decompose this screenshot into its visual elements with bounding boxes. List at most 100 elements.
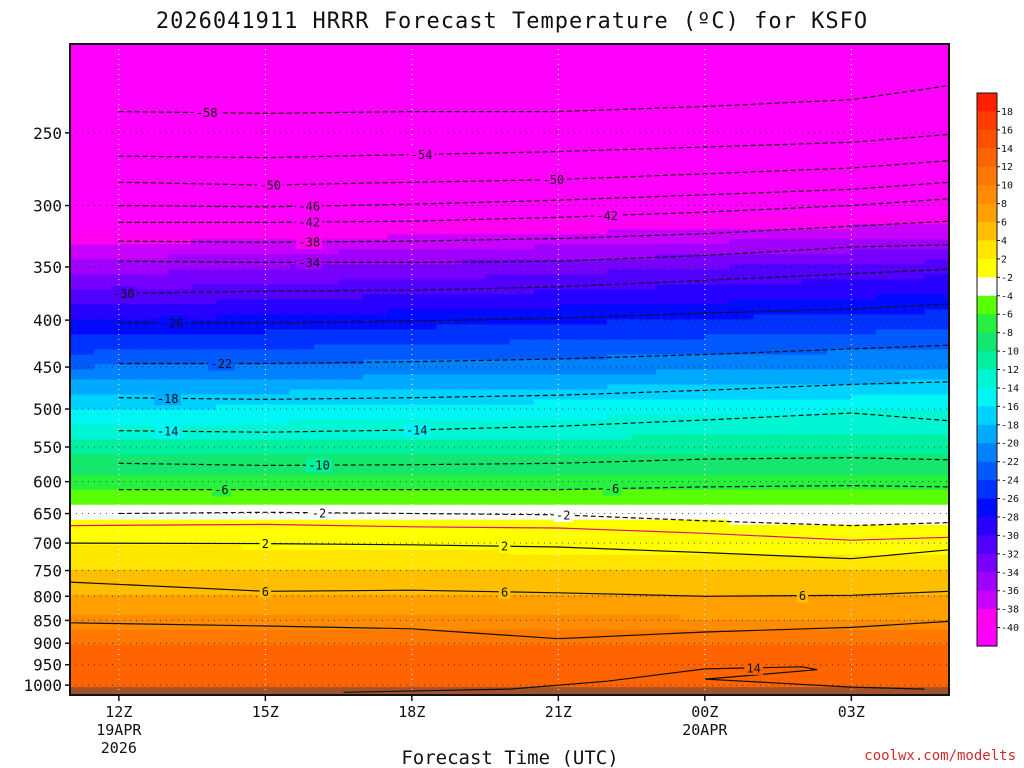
temperature-cell	[802, 154, 828, 160]
temperature-cell	[875, 639, 901, 646]
temperature-cell	[411, 409, 437, 416]
temperature-cell	[265, 74, 291, 80]
y-tick-label: 600	[33, 473, 62, 492]
temperature-cell	[729, 514, 755, 521]
temperature-cell	[338, 104, 364, 110]
temperature-cell	[240, 49, 267, 55]
temperature-cell	[631, 329, 657, 336]
temperature-cell	[436, 94, 462, 100]
temperature-cell	[460, 329, 486, 336]
temperature-cell	[240, 654, 267, 661]
temperature-cell	[411, 54, 437, 60]
temperature-cell	[94, 99, 120, 105]
temperature-cell	[558, 134, 584, 140]
temperature-cell	[509, 489, 535, 496]
temperature-cell	[240, 404, 267, 411]
temperature-cell	[167, 419, 193, 426]
temperature-cell	[753, 554, 779, 561]
temperature-cell	[900, 374, 926, 381]
temperature-cell	[826, 79, 853, 85]
temperature-cell	[900, 99, 926, 105]
temperature-cell	[802, 384, 828, 391]
temperature-cell	[363, 339, 389, 346]
temperature-cell	[314, 149, 340, 155]
temperature-cell	[70, 369, 96, 376]
temperature-cell	[509, 359, 535, 366]
temperature-cell	[753, 219, 779, 226]
temperature-cell	[582, 144, 608, 150]
temperature-cell	[753, 399, 779, 406]
temperature-cell	[582, 559, 608, 566]
temperature-cell	[582, 114, 608, 120]
temperature-cell	[533, 184, 560, 190]
temperature-cell	[900, 564, 926, 571]
temperature-cell	[900, 394, 926, 401]
temperature-cell	[143, 124, 169, 130]
temperature-cell	[363, 154, 389, 160]
temperature-cell	[778, 354, 804, 361]
temperature-cell	[167, 159, 193, 165]
temperature-cell	[509, 414, 535, 421]
temperature-cell	[167, 99, 193, 105]
temperature-cell	[192, 649, 218, 656]
temperature-cell	[94, 44, 120, 50]
temperature-cell	[289, 334, 315, 341]
temperature-cell	[875, 144, 901, 150]
temperature-cell	[411, 354, 437, 361]
temperature-cell	[753, 349, 779, 356]
temperature-cell	[704, 294, 730, 301]
temperature-cell	[680, 634, 706, 641]
temperature-cell	[94, 379, 120, 386]
temperature-cell	[363, 344, 389, 351]
temperature-cell	[118, 609, 144, 616]
temperature-cell	[143, 539, 169, 546]
temperature-cell	[460, 484, 486, 491]
temperature-cell	[753, 675, 779, 681]
temperature-cell	[729, 524, 755, 531]
temperature-cell	[411, 634, 437, 641]
temperature-cell	[656, 199, 682, 205]
temperature-cell	[582, 259, 608, 266]
temperature-cell	[216, 199, 242, 205]
temperature-cell	[94, 584, 120, 591]
temperature-cell	[729, 364, 755, 371]
temperature-cell	[778, 64, 804, 70]
temperature-cell	[631, 184, 657, 190]
temperature-cell	[143, 549, 169, 556]
temperature-cell	[289, 464, 315, 471]
temperature-cell	[607, 259, 633, 266]
temperature-cell	[607, 249, 633, 256]
temperature-cell	[94, 334, 120, 341]
temperature-cell	[607, 549, 633, 556]
temperature-cell	[289, 519, 315, 526]
temperature-cell	[338, 454, 364, 461]
temperature-cell	[289, 124, 315, 130]
temperature-cell	[436, 144, 462, 150]
temperature-cell	[802, 169, 828, 175]
temperature-cell	[485, 214, 511, 221]
contour-label-bg	[110, 286, 137, 301]
temperature-cell	[509, 204, 535, 210]
temperature-cell	[778, 69, 804, 75]
temperature-cell	[558, 254, 584, 261]
temperature-cell	[778, 374, 804, 381]
temperature-cell	[289, 119, 315, 125]
temperature-cell	[704, 649, 730, 656]
colorbar-label: 6	[1001, 218, 1007, 229]
temperature-cell	[509, 549, 535, 556]
temperature-cell	[802, 649, 828, 656]
temperature-cell	[363, 609, 389, 616]
temperature-cell	[729, 404, 755, 411]
temperature-cell	[314, 224, 340, 231]
temperature-cell	[167, 504, 193, 511]
temperature-cell	[826, 234, 853, 241]
temperature-cell	[338, 399, 364, 406]
temperature-cell	[851, 169, 877, 175]
temperature-cell	[607, 539, 633, 546]
temperature-cell	[192, 559, 218, 566]
temperature-cell	[240, 394, 267, 401]
temperature-cell	[607, 559, 633, 566]
temperature-cell	[265, 449, 291, 456]
temperature-cell	[70, 399, 96, 406]
temperature-cell	[778, 154, 804, 160]
